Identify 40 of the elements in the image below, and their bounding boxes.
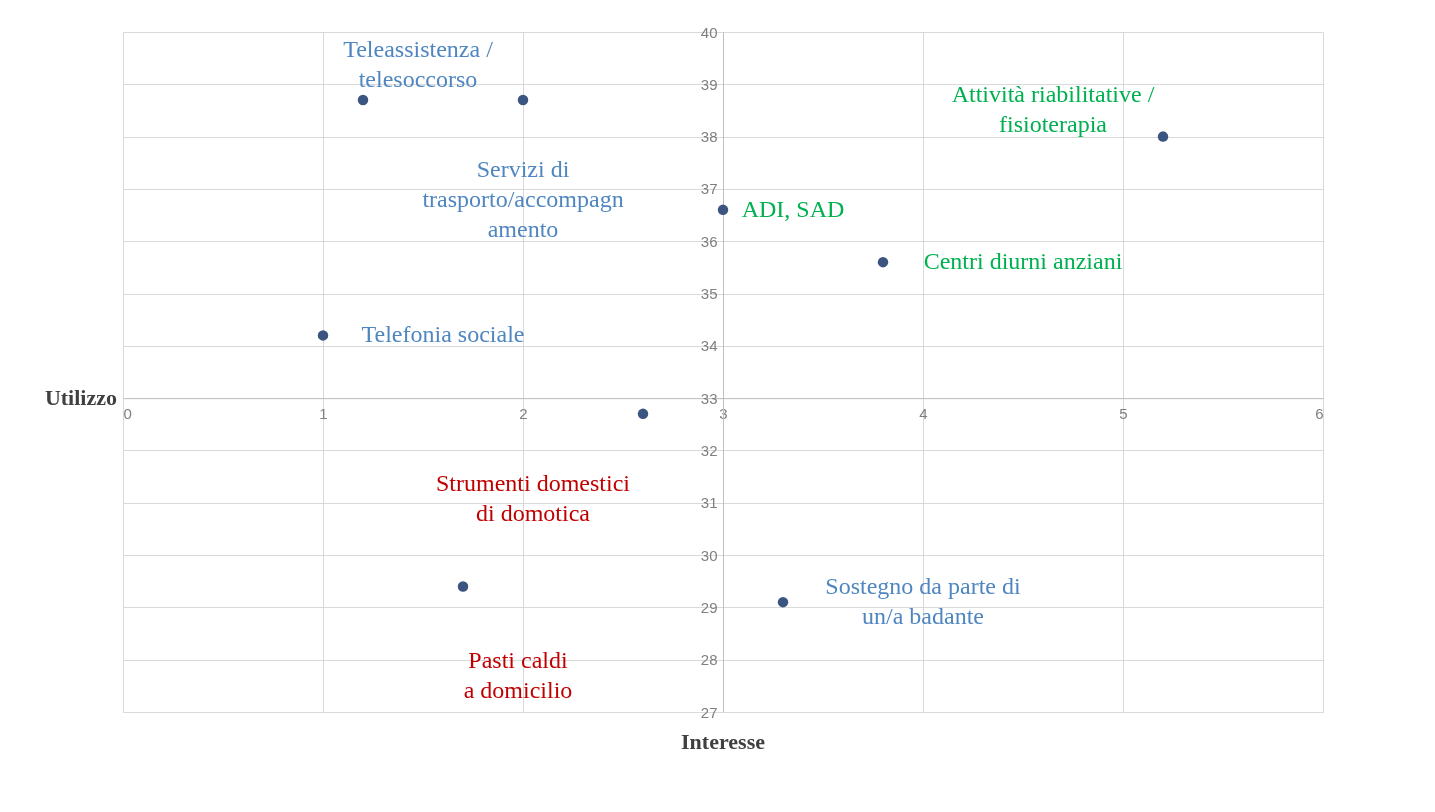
y-tick-label: 38	[700, 128, 718, 146]
point	[777, 596, 789, 608]
point	[877, 256, 889, 268]
x-tick-label: 1	[319, 404, 328, 422]
annotation: Sostegno da parte di un/a badante	[825, 573, 1021, 630]
y-tick-label: 33	[700, 389, 718, 407]
y-tick-label: 34	[700, 337, 718, 355]
y-tick-label: 30	[700, 546, 718, 564]
y-axis-title: Utilizzo	[44, 385, 117, 411]
annotation: Centri diurni anziani	[923, 248, 1123, 275]
y-tick-label: 39	[700, 75, 718, 93]
y-tick-label: 27	[700, 703, 718, 721]
point	[637, 408, 649, 420]
y-tick-label: 36	[700, 232, 718, 250]
x-tick-label: 6	[1315, 404, 1324, 422]
annotation: ADI, SAD	[741, 195, 845, 222]
y-tick-label: 29	[700, 598, 718, 616]
x-tick-label: 0	[123, 404, 132, 422]
y-tick-label: 40	[700, 23, 718, 41]
annotation: Telefonia sociale	[361, 321, 525, 348]
y-tick-label: 37	[700, 180, 718, 198]
annotation: Teleassistenza / telesoccorso	[343, 36, 494, 92]
annotation: Strumenti domestici di domotica	[436, 469, 631, 526]
point	[317, 330, 329, 341]
point	[517, 94, 529, 106]
annotation: Attività riabilitative / fisioterapia	[951, 80, 1155, 137]
point	[1157, 131, 1169, 142]
y-tick-label: 35	[700, 285, 718, 303]
annotation: Servizi di trasporto/accompagn amento	[422, 156, 624, 242]
point	[457, 581, 469, 592]
x-tick-label: 5	[1119, 404, 1128, 422]
point	[717, 204, 729, 216]
y-tick-label: 32	[700, 441, 718, 459]
x-tick-label: 4	[919, 404, 928, 422]
x-tick-label: 2	[519, 404, 528, 422]
y-tick-label: 28	[700, 651, 718, 669]
x-axis-title: Interesse	[681, 729, 766, 754]
point	[357, 94, 369, 106]
annotation: Pasti caldi a domicilio	[463, 647, 573, 704]
y-tick-label: 31	[700, 494, 718, 512]
